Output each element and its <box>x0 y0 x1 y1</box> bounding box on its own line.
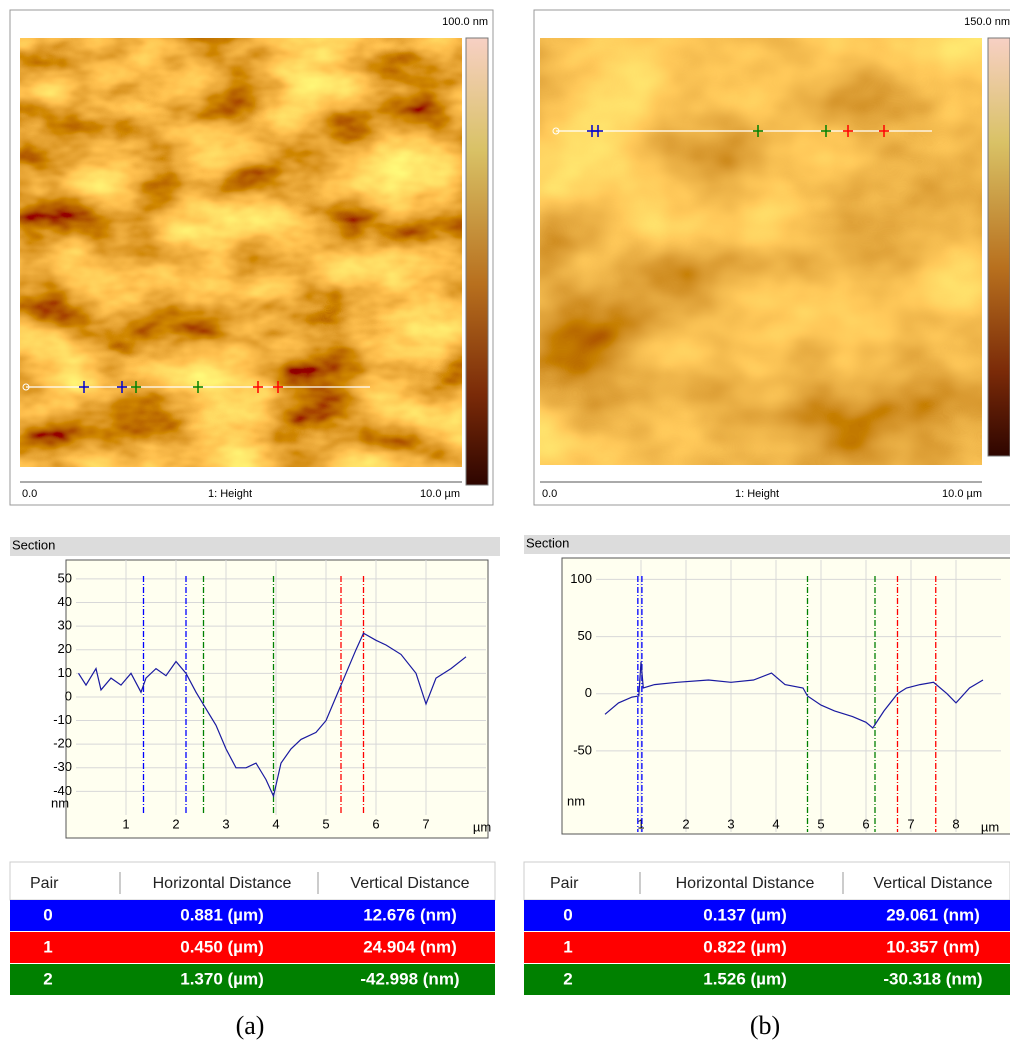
column-header: Horizontal Distance <box>676 875 815 892</box>
y-tick-label: -30 <box>53 759 72 774</box>
color-scale-max: 150.0 nm <box>964 16 1010 28</box>
x-tick-label: 2 <box>682 816 689 831</box>
x-tick-label: 5 <box>322 816 329 831</box>
afm-image <box>20 38 462 467</box>
column-header: Pair <box>30 875 59 892</box>
y-tick-label: 20 <box>58 641 72 656</box>
column-header: Pair <box>550 875 579 892</box>
x-tick-label: 5 <box>817 816 824 831</box>
color-scale-max: 100.0 nm <box>442 16 488 28</box>
x-tick-label: 3 <box>222 816 229 831</box>
x-tick-label: 4 <box>272 816 279 831</box>
image-channel: 1: Height <box>735 488 779 500</box>
x-tick-label: 7 <box>907 816 914 831</box>
color-bar <box>988 38 1010 456</box>
y-tick-label: 10 <box>58 665 72 680</box>
image-x-end: 10.0 µm <box>420 488 460 500</box>
section-title: Section <box>526 535 569 550</box>
image-x-start: 0.0 <box>22 488 37 500</box>
x-tick-label: 6 <box>372 816 379 831</box>
section-bar <box>524 535 1010 554</box>
image-channel: 1: Height <box>208 488 252 500</box>
y-axis-label: nm <box>567 793 585 808</box>
x-axis-label: µm <box>981 819 999 834</box>
y-tick-label: 50 <box>578 628 592 643</box>
y-tick-label: -10 <box>53 712 72 727</box>
section-bar <box>10 537 500 556</box>
figure: 100.0 nm0.01: Height10.0 µmSection504030… <box>0 0 1010 1046</box>
table-cell: 1 <box>43 937 52 956</box>
y-tick-label: 50 <box>58 570 72 585</box>
table-cell: 24.904 (nm) <box>363 937 457 956</box>
afm-image <box>540 38 982 465</box>
y-tick-label: 100 <box>570 571 592 586</box>
image-x-start: 0.0 <box>542 488 557 500</box>
column-header: Vertical Distance <box>873 875 992 892</box>
y-tick-label: -20 <box>53 736 72 751</box>
table-cell: 12.676 (nm) <box>363 905 457 924</box>
section-title: Section <box>12 537 55 552</box>
table-cell: 29.061 (nm) <box>886 905 980 924</box>
table-cell: 2 <box>563 969 572 988</box>
x-tick-label: 6 <box>862 816 869 831</box>
y-tick-label: 30 <box>58 618 72 633</box>
y-tick-label: 40 <box>58 594 72 609</box>
x-tick-label: 1 <box>122 816 129 831</box>
table-cell: 0 <box>563 905 572 924</box>
y-tick-label: 0 <box>585 685 592 700</box>
table-cell: 0 <box>43 905 52 924</box>
column-header: Vertical Distance <box>350 875 469 892</box>
color-bar <box>466 38 488 485</box>
table-cell: 1.526 (µm) <box>703 969 787 988</box>
table-cell: 0.450 (µm) <box>180 937 264 956</box>
chart-box <box>562 558 1010 834</box>
column-header: Horizontal Distance <box>153 875 292 892</box>
panel-caption: (b) <box>750 1011 780 1040</box>
x-tick-label: 2 <box>172 816 179 831</box>
panel-caption: (a) <box>236 1011 265 1040</box>
image-x-end: 10.0 µm <box>942 488 982 500</box>
y-axis-label: nm <box>51 795 69 810</box>
table-cell: 0.881 (µm) <box>180 905 264 924</box>
table-cell: 1.370 (µm) <box>180 969 264 988</box>
x-tick-label: 3 <box>727 816 734 831</box>
table-cell: 1 <box>563 937 572 956</box>
x-axis-label: µm <box>473 819 491 834</box>
y-tick-label: -50 <box>573 742 592 757</box>
x-tick-label: 4 <box>772 816 779 831</box>
table-cell: -30.318 (nm) <box>883 969 982 988</box>
table-cell: 0.822 (µm) <box>703 937 787 956</box>
table-cell: 0.137 (µm) <box>703 905 787 924</box>
page: { "chart_data": [ { "type": "line", "tit… <box>0 0 1010 1046</box>
y-tick-label: 0 <box>65 688 72 703</box>
table-cell: 2 <box>43 969 52 988</box>
x-tick-label: 7 <box>422 816 429 831</box>
table-cell: 10.357 (nm) <box>886 937 980 956</box>
table-cell: -42.998 (nm) <box>360 969 459 988</box>
x-tick-label: 8 <box>952 816 959 831</box>
